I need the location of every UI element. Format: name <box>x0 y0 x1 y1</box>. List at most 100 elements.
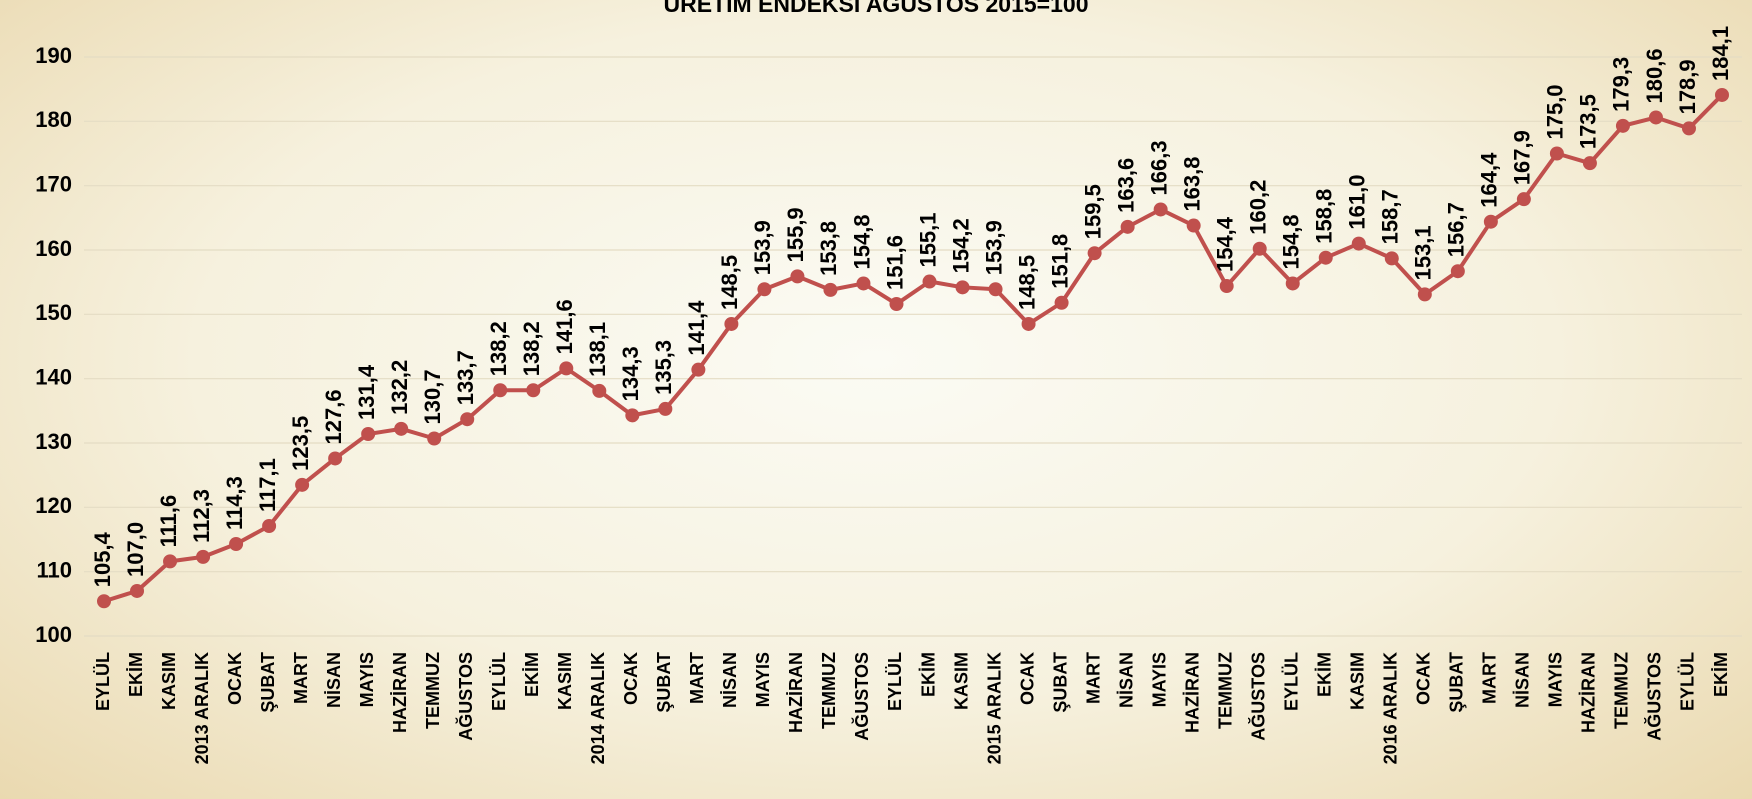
marker <box>1252 241 1267 256</box>
data-label: 163,8 <box>1179 156 1204 211</box>
x-tick-label: KASIM <box>951 652 971 710</box>
data-label: 184,1 <box>1708 26 1733 81</box>
data-label: 163,6 <box>1113 158 1138 213</box>
marker <box>493 383 508 398</box>
y-tick-label: 180 <box>35 107 72 132</box>
data-label: 114,3 <box>222 476 247 530</box>
data-label: 123,5 <box>288 416 313 471</box>
marker <box>955 280 970 295</box>
data-label: 141,6 <box>552 299 577 354</box>
x-tick-label: EKİM <box>1711 652 1731 697</box>
data-label: 138,2 <box>519 321 544 376</box>
x-tick-label: MART <box>1480 652 1500 704</box>
x-tick-label: OCAK <box>1017 652 1037 705</box>
x-tick-label: EKİM <box>1315 652 1335 697</box>
marker <box>1384 251 1399 266</box>
y-tick-label: 190 <box>35 43 72 68</box>
data-label: 153,9 <box>750 220 775 275</box>
marker <box>229 537 244 552</box>
marker <box>262 518 277 533</box>
x-tick-label: OCAK <box>1414 652 1434 705</box>
x-tick-label: 2013 ARALIK <box>192 652 212 764</box>
x-tick-label: HAZİRAN <box>1579 652 1599 733</box>
chart-title: ÜRETİM ENDEKSİ AĞUSTOS 2015=100 <box>663 0 1088 17</box>
y-tick-label: 100 <box>35 622 72 647</box>
data-label: 133,7 <box>453 350 478 405</box>
x-tick-label: ŞUBAT <box>654 652 674 713</box>
marker <box>658 401 673 416</box>
marker <box>1450 264 1465 279</box>
data-label: 167,9 <box>1510 130 1535 185</box>
marker <box>856 276 871 291</box>
x-tick-label: EKİM <box>126 652 146 697</box>
data-label: 153,8 <box>816 221 841 276</box>
data-label: 134,3 <box>618 346 643 401</box>
data-label: 148,5 <box>1014 255 1039 310</box>
data-label: 166,3 <box>1146 140 1171 195</box>
data-label: 105,4 <box>90 531 115 587</box>
x-tick-label: ŞUBAT <box>258 652 278 713</box>
data-label: 132,2 <box>387 360 412 415</box>
data-label: 164,4 <box>1477 152 1502 208</box>
data-label: 175,0 <box>1543 84 1568 139</box>
x-tick-label: TEMMUZ <box>1215 652 1235 729</box>
y-tick-label: 110 <box>37 557 73 582</box>
marker <box>1681 121 1696 136</box>
marker <box>1153 202 1168 217</box>
marker <box>559 361 574 376</box>
marker <box>526 383 541 398</box>
data-label: 138,2 <box>486 321 511 376</box>
marker <box>592 383 607 398</box>
x-tick-label: EKİM <box>918 652 938 697</box>
y-tick-label: 130 <box>35 429 72 454</box>
data-label: 131,4 <box>354 364 379 420</box>
marker <box>625 408 640 423</box>
x-tick-label: KASIM <box>1348 652 1368 710</box>
data-label: 111,6 <box>156 495 181 548</box>
data-label: 158,8 <box>1312 189 1337 244</box>
data-label: 138,1 <box>585 322 610 377</box>
data-label: 160,2 <box>1246 180 1271 235</box>
x-tick-label: 2016 ARALIK <box>1381 652 1401 764</box>
marker <box>1351 236 1366 251</box>
y-tick-label: 170 <box>35 171 72 196</box>
marker <box>1087 246 1102 261</box>
x-tick-label: EYLÜL <box>93 652 113 711</box>
x-tick-label: MART <box>1083 652 1103 704</box>
marker <box>1516 192 1531 207</box>
data-label: 112,3 <box>189 489 214 543</box>
marker <box>1054 295 1069 310</box>
x-tick-label: 2014 ARALIK <box>588 652 608 764</box>
marker <box>790 269 805 284</box>
data-label: 178,9 <box>1675 59 1700 114</box>
marker <box>1186 218 1201 233</box>
x-tick-label: MAYIS <box>753 652 773 707</box>
y-tick-label: 120 <box>35 493 72 518</box>
x-tick-label: ŞUBAT <box>1447 652 1467 713</box>
data-label: 154,2 <box>948 218 973 273</box>
marker <box>1219 279 1234 294</box>
x-tick-label: MART <box>687 652 707 704</box>
data-label: 154,4 <box>1213 216 1238 272</box>
data-label: 154,8 <box>1279 214 1304 269</box>
data-label: 127,6 <box>321 389 346 444</box>
x-tick-label: EKİM <box>522 652 542 697</box>
data-label: 155,1 <box>915 212 940 267</box>
x-tick-label: AĞUSTOS <box>1644 652 1665 741</box>
x-tick-label: OCAK <box>621 652 641 705</box>
data-label: 117,1 <box>255 458 280 512</box>
marker <box>1483 214 1498 229</box>
marker <box>757 282 772 297</box>
x-tick-label: NİSAN <box>1116 652 1136 708</box>
marker <box>1417 287 1432 302</box>
marker <box>1715 87 1729 102</box>
x-tick-label: TEMMUZ <box>1612 652 1632 729</box>
marker <box>724 316 739 331</box>
data-label: 153,1 <box>1411 225 1436 280</box>
x-tick-label: MAYIS <box>1149 652 1169 707</box>
data-label: 173,5 <box>1576 94 1601 149</box>
x-tick-label: OCAK <box>225 652 245 705</box>
x-tick-label: NİSAN <box>720 652 740 708</box>
marker <box>427 431 442 446</box>
